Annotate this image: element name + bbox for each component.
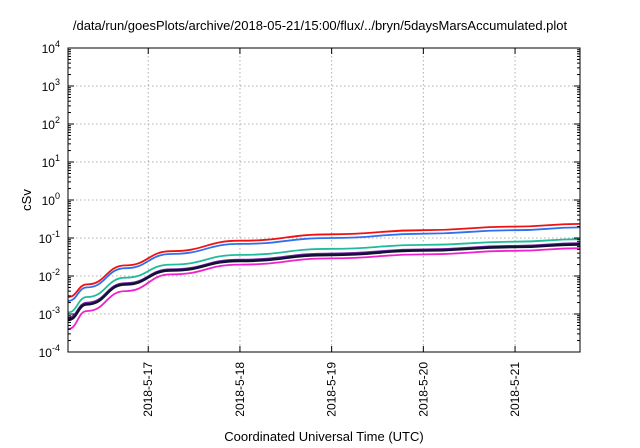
y-tick-label: 102 [42,115,60,132]
y-tick-label: 10-3 [39,305,60,322]
grid [68,48,580,352]
x-tick-label: 2018-5-18 [233,362,247,417]
x-tick-label: 2018-5-17 [141,362,155,417]
y-tick-label: 100 [42,191,60,208]
y-axis-label: cSv [19,189,34,211]
y-tick-label: 101 [42,153,60,170]
x-tick-label: 2018-5-20 [416,362,430,417]
x-axis-ticks: 2018-5-17 2018-5-18 2018-5-19 2018-5-20 2018… [141,48,522,417]
y-tick-label: 104 [42,39,60,56]
y-tick-label: 103 [42,77,60,94]
y-tick-label: 10-4 [39,343,60,360]
series-line [67,223,581,298]
x-tick-label: 2018-5-21 [508,362,522,417]
x-tick-label: 2018-5-19 [325,362,339,417]
series-line [67,226,581,302]
series-line [67,243,581,322]
y-tick-label: 10-2 [39,267,60,284]
series-line [67,238,581,314]
chart-title: /data/run/goesPlots/archive/2018-05-21/1… [72,18,568,33]
series-line [67,247,581,330]
y-tick-label: 10-1 [39,229,60,246]
series-lines [67,223,581,330]
y-axis-ticks: 10-4 10-3 10-2 10-1 100 101 102 103 104 [39,39,580,360]
x-axis-label: Coordinated Universal Time (UTC) [224,429,423,444]
